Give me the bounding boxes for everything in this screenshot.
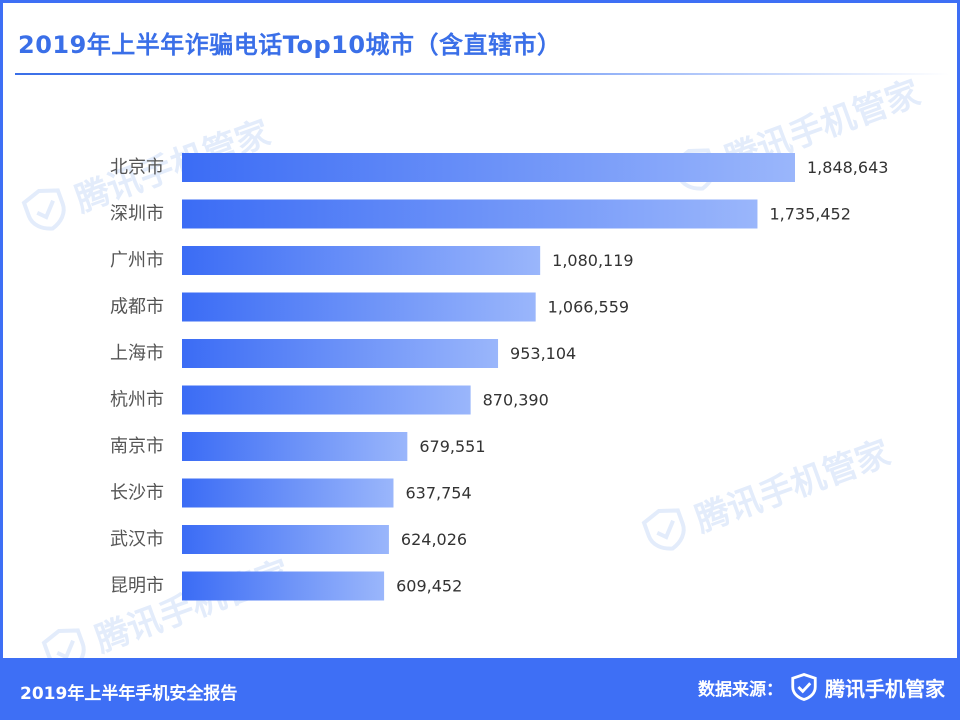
source-label: 数据来源： bbox=[698, 679, 783, 700]
chart-title: 2019年上半年诈骗电话Top10城市（含直辖市） bbox=[18, 31, 562, 59]
category-label: 武汉市 bbox=[110, 529, 164, 550]
value-label: 637,754 bbox=[405, 484, 471, 503]
value-label: 624,026 bbox=[401, 530, 467, 549]
bar bbox=[182, 432, 408, 461]
bar-group: 北京市 1,848,643 深圳市 1,735,452 广州市 1,080,119 成都市 1… bbox=[110, 153, 888, 601]
value-label: 1,066,559 bbox=[548, 298, 629, 317]
shield-check-icon bbox=[791, 673, 817, 701]
value-label: 1,080,119 bbox=[552, 251, 633, 270]
bar bbox=[182, 478, 394, 508]
bar bbox=[182, 292, 536, 322]
watermark: 腾讯手机管家 bbox=[15, 106, 276, 241]
bar bbox=[182, 571, 385, 601]
bar bbox=[182, 385, 471, 415]
value-label: 870,390 bbox=[483, 391, 549, 410]
bar bbox=[182, 199, 758, 229]
value-label: 609,452 bbox=[396, 577, 462, 596]
category-label: 长沙市 bbox=[110, 483, 164, 504]
category-label: 广州市 bbox=[110, 250, 164, 271]
category-label: 深圳市 bbox=[110, 204, 164, 225]
bar bbox=[182, 525, 389, 554]
bar bbox=[182, 339, 499, 368]
report-name: 2019年上半年手机安全报告 bbox=[20, 684, 238, 704]
category-label: 成都市 bbox=[110, 297, 164, 318]
category-label: 杭州市 bbox=[110, 390, 164, 411]
value-label: 1,848,643 bbox=[807, 158, 888, 177]
value-label: 953,104 bbox=[510, 344, 576, 363]
bar bbox=[182, 153, 795, 182]
shield-check-icon bbox=[641, 507, 686, 551]
source-attribution: 数据来源： 腾讯手机管家 bbox=[698, 672, 945, 702]
value-label: 1,735,452 bbox=[769, 205, 850, 224]
value-label: 679,551 bbox=[419, 437, 485, 456]
title-divider bbox=[15, 73, 949, 75]
brand-name: 腾讯手机管家 bbox=[825, 676, 945, 701]
category-label: 昆明市 bbox=[110, 576, 164, 597]
watermark: 腾讯手机管家 bbox=[635, 426, 896, 561]
footer-bar: 2019年上半年手机安全报告 数据来源： 腾讯手机管家 bbox=[3, 658, 957, 717]
category-label: 北京市 bbox=[110, 157, 164, 178]
category-label: 南京市 bbox=[110, 436, 164, 457]
bar bbox=[182, 246, 541, 275]
shield-check-icon bbox=[21, 187, 66, 231]
category-label: 上海市 bbox=[110, 343, 164, 364]
bar-chart: 北京市 1,848,643 深圳市 1,735,452 广州市 1,080,119 成都市 1… bbox=[110, 153, 888, 601]
